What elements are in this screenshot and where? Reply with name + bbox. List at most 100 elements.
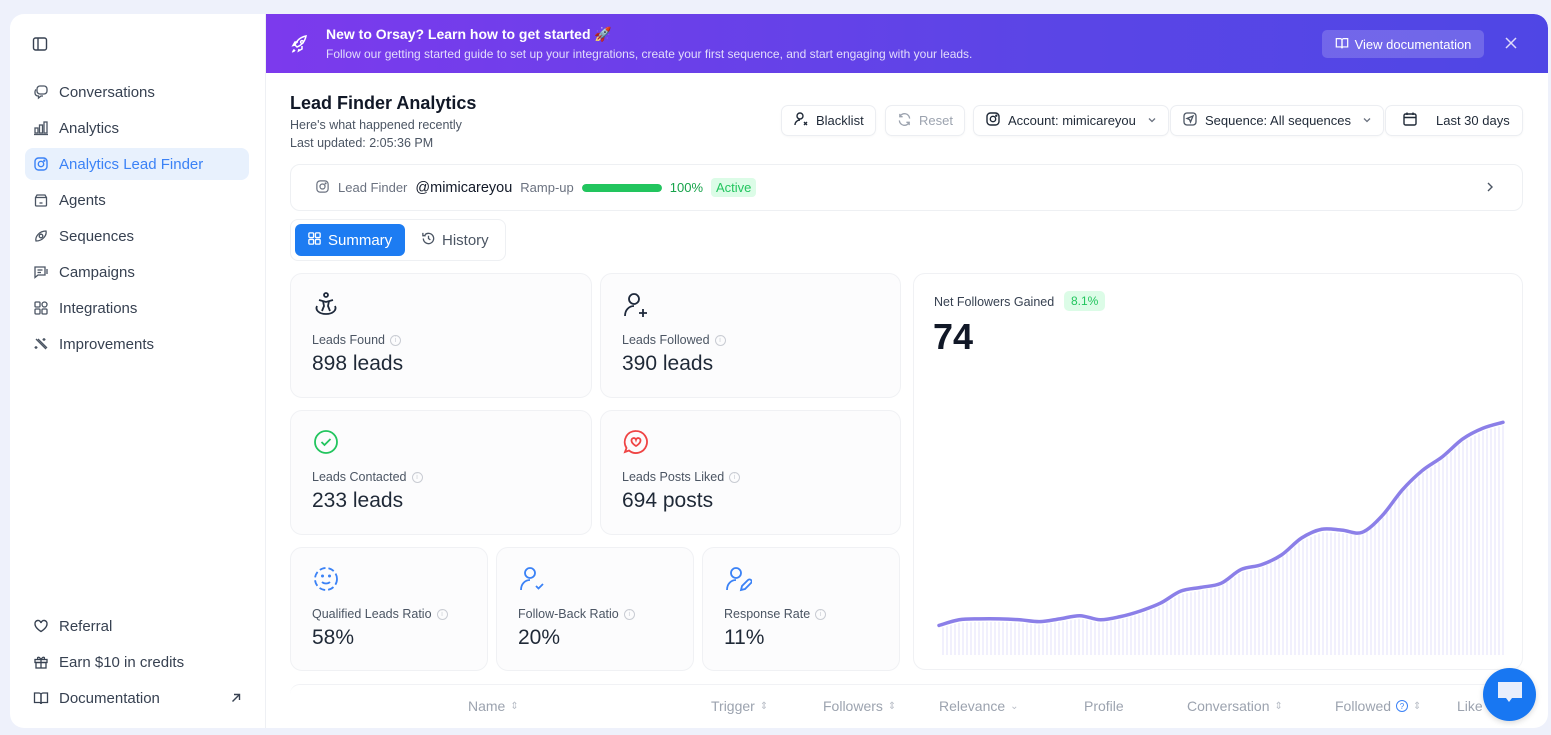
chat-widget-button[interactable] bbox=[1483, 668, 1536, 721]
chevron-right-icon bbox=[1484, 181, 1496, 193]
sidebar-item-label: Campaigns bbox=[59, 263, 135, 281]
chart-data-point[interactable] bbox=[1097, 617, 1103, 623]
sidebar-item-analytics-lead-finder[interactable]: Analytics Lead Finder bbox=[25, 148, 249, 180]
chart-data-point[interactable] bbox=[1077, 613, 1083, 619]
page-subtitle: Here's what happened recently bbox=[290, 118, 462, 132]
chart-data-point[interactable] bbox=[936, 622, 942, 628]
chart-data-point[interactable] bbox=[1339, 527, 1345, 533]
lead-finder-status-bar[interactable]: Lead Finder @mimicareyou Ramp-up 100% Ac… bbox=[290, 164, 1523, 211]
column-header-followed[interactable]: Followed? ⇕ bbox=[1335, 698, 1421, 714]
sidebar-item-sequences[interactable]: Sequences bbox=[25, 220, 249, 252]
chart-data-point[interactable] bbox=[1178, 588, 1184, 594]
sidebar-item-agents[interactable]: Agents bbox=[25, 184, 249, 216]
sidebar-item-referral[interactable]: Referral bbox=[25, 610, 249, 642]
chart-data-point[interactable] bbox=[1218, 580, 1224, 586]
stat-card-leads-contacted: Leads Contacted i 233 leads bbox=[290, 410, 592, 535]
sidebar-item-conversations[interactable]: Conversations bbox=[25, 76, 249, 108]
sidebar-item-improvements[interactable]: Improvements bbox=[25, 328, 249, 360]
chart-data-point[interactable] bbox=[1238, 566, 1244, 572]
chart-data-point[interactable] bbox=[956, 617, 962, 623]
chart-data-point[interactable] bbox=[1299, 535, 1305, 541]
chevron-down-icon[interactable]: ⌄ bbox=[1010, 700, 1019, 712]
chart-data-point[interactable] bbox=[1319, 526, 1325, 532]
chart-data-point[interactable] bbox=[976, 616, 982, 622]
chart-total-value: 74 bbox=[933, 316, 974, 357]
sort-icon[interactable]: ⇕ bbox=[887, 700, 897, 712]
magic-wand-icon bbox=[33, 336, 49, 352]
chart-data-point[interactable] bbox=[1057, 616, 1063, 622]
column-header-profile[interactable]: Profile bbox=[1084, 698, 1124, 714]
chart-data-point[interactable] bbox=[1137, 608, 1143, 614]
info-icon[interactable]: i bbox=[729, 471, 741, 483]
account-select[interactable]: Account: mimicareyou bbox=[973, 105, 1169, 136]
tab-summary[interactable]: Summary bbox=[295, 224, 405, 256]
stat-value: 58% bbox=[312, 626, 355, 649]
column-header-name[interactable]: Name ⇕ bbox=[468, 698, 519, 714]
chart-data-point[interactable] bbox=[1359, 529, 1365, 535]
sidebar-item-label: Agents bbox=[59, 191, 106, 209]
chart-data-point[interactable] bbox=[1379, 513, 1385, 519]
chart-data-point[interactable] bbox=[1500, 419, 1506, 425]
user-x-icon bbox=[793, 111, 809, 130]
close-icon[interactable] bbox=[1504, 36, 1518, 50]
blacklist-button[interactable]: Blacklist bbox=[781, 105, 876, 136]
chart-data-point[interactable] bbox=[1278, 552, 1284, 558]
sort-icon[interactable]: ⇕ bbox=[1413, 700, 1422, 712]
chevron-down-icon bbox=[1147, 113, 1157, 128]
reset-button[interactable]: Reset bbox=[885, 105, 965, 136]
heart-message-icon bbox=[622, 428, 650, 456]
help-icon[interactable]: ? bbox=[1396, 700, 1409, 712]
chart-data-point[interactable] bbox=[1158, 600, 1164, 606]
sort-icon[interactable]: ⇕ bbox=[1274, 700, 1283, 712]
chart-data-point[interactable] bbox=[1440, 454, 1446, 460]
info-icon[interactable]: i bbox=[411, 471, 423, 483]
chart-data-point[interactable] bbox=[1480, 425, 1486, 431]
stat-label: Qualified Leads Ratio bbox=[312, 607, 432, 621]
column-header-trigger[interactable]: Trigger ⇕ bbox=[711, 698, 768, 714]
sort-icon[interactable]: ⇕ bbox=[759, 700, 769, 712]
banner-subtitle: Follow our getting started guide to set … bbox=[326, 47, 973, 61]
sidebar-item-analytics[interactable]: Analytics bbox=[25, 112, 249, 144]
chart-data-point[interactable] bbox=[1399, 487, 1405, 493]
date-range-button[interactable]: Last 30 days bbox=[1385, 105, 1523, 136]
chart-data-point[interactable] bbox=[1460, 436, 1466, 442]
chart-data-point[interactable] bbox=[1117, 614, 1123, 620]
net-followers-chart bbox=[936, 419, 1506, 655]
chat-bubbles-icon bbox=[33, 84, 49, 100]
column-header-label: Followers bbox=[823, 698, 883, 714]
info-icon[interactable]: i bbox=[714, 334, 726, 346]
chart-series-line bbox=[937, 420, 1505, 628]
column-header-conversation[interactable]: Conversation ⇕ bbox=[1187, 698, 1283, 714]
ramp-up-progress bbox=[581, 183, 662, 192]
column-header-followers[interactable]: Followers ⇕ bbox=[823, 698, 896, 714]
sequence-select[interactable]: Sequence: All sequences bbox=[1170, 105, 1384, 136]
stat-label: Response Rate bbox=[724, 607, 811, 621]
info-icon[interactable]: i bbox=[623, 608, 635, 620]
sidebar-item-documentation[interactable]: Documentation bbox=[25, 682, 249, 714]
sidebar-item-campaigns[interactable]: Campaigns bbox=[25, 256, 249, 288]
column-header-relevance[interactable]: Relevance ⌄ bbox=[939, 698, 1019, 714]
chart-data-point[interactable] bbox=[996, 616, 1002, 622]
sidebar-panel-icon[interactable] bbox=[32, 36, 48, 52]
chart-data-point[interactable] bbox=[1258, 562, 1264, 568]
view-tabs: Summary History bbox=[290, 219, 506, 261]
chart-data-point[interactable] bbox=[1037, 619, 1043, 625]
chart-data-point[interactable] bbox=[1419, 467, 1425, 473]
view-documentation-button[interactable]: View documentation bbox=[1322, 30, 1484, 58]
chart-data-point[interactable] bbox=[1017, 617, 1023, 623]
info-icon[interactable]: i bbox=[815, 608, 827, 620]
sidebar-item-earn-credits[interactable]: Earn $10 in credits bbox=[25, 646, 249, 678]
info-icon[interactable]: i bbox=[389, 334, 401, 346]
sort-icon[interactable]: ⇕ bbox=[510, 700, 519, 712]
sidebar-nav: Conversations Analytics Analytics Lead F… bbox=[25, 76, 249, 364]
check-circle-icon bbox=[312, 428, 340, 456]
tab-history[interactable]: History bbox=[409, 224, 501, 256]
stat-label: Leads Posts Liked bbox=[622, 470, 725, 484]
column-header-like[interactable]: Like bbox=[1457, 698, 1483, 714]
chart-data-point[interactable] bbox=[1198, 584, 1204, 590]
stat-value: 233 leads bbox=[312, 489, 404, 512]
sidebar-item-integrations[interactable]: Integrations bbox=[25, 292, 249, 324]
info-icon[interactable]: i bbox=[436, 608, 448, 620]
message-square-icon bbox=[33, 264, 49, 280]
sidebar-item-label: Analytics bbox=[59, 119, 120, 137]
